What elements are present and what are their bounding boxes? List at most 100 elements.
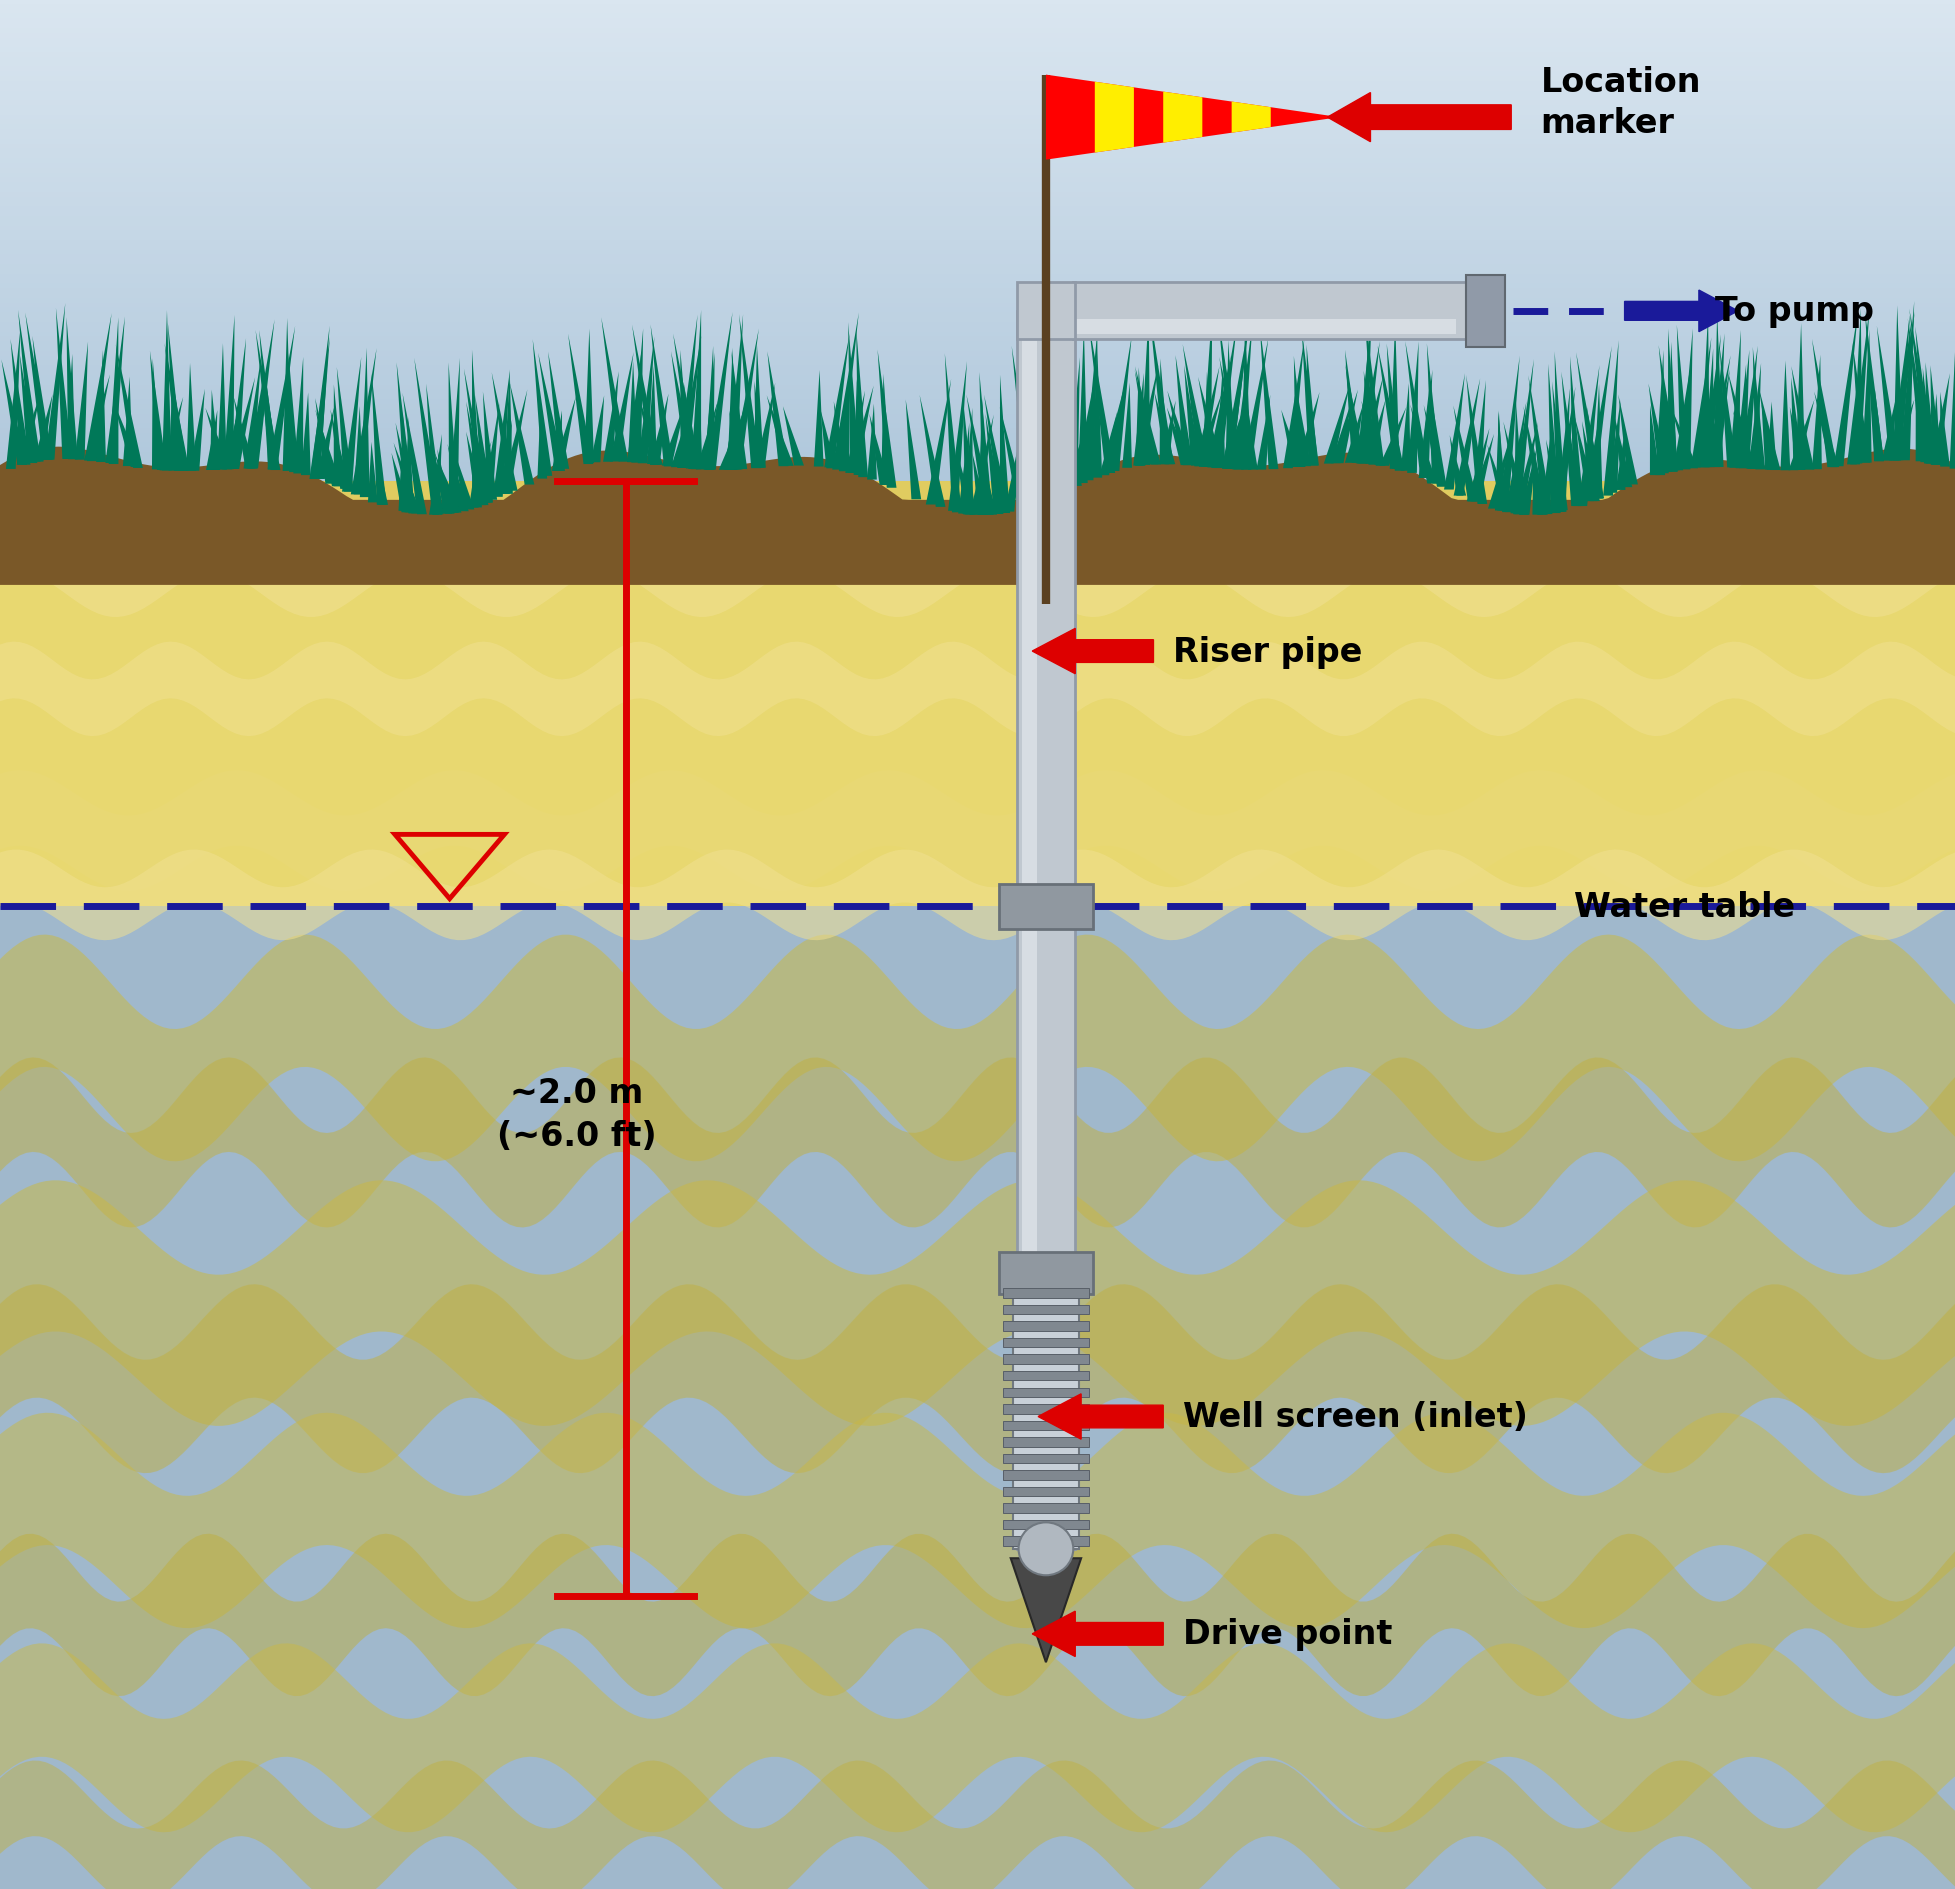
- Polygon shape: [602, 372, 618, 463]
- Polygon shape: [1005, 421, 1022, 512]
- Polygon shape: [1691, 338, 1711, 468]
- Polygon shape: [978, 399, 987, 516]
- Polygon shape: [1949, 310, 1955, 468]
- Polygon shape: [1089, 321, 1114, 474]
- Polygon shape: [1455, 380, 1480, 497]
- Polygon shape: [0, 1285, 1955, 1473]
- Polygon shape: [1408, 342, 1419, 474]
- Polygon shape: [1208, 357, 1232, 468]
- Polygon shape: [205, 410, 217, 470]
- Polygon shape: [256, 331, 280, 470]
- Polygon shape: [248, 321, 274, 468]
- Text: ~2.0 m
(~6.0 ft): ~2.0 m (~6.0 ft): [497, 1077, 657, 1152]
- Polygon shape: [1167, 408, 1191, 467]
- Polygon shape: [999, 376, 1009, 514]
- Polygon shape: [430, 446, 456, 514]
- Bar: [1003, 1438, 1089, 1447]
- Polygon shape: [1294, 357, 1306, 468]
- Polygon shape: [972, 453, 987, 516]
- Polygon shape: [467, 442, 491, 508]
- Polygon shape: [532, 340, 551, 476]
- Polygon shape: [678, 336, 702, 468]
- Polygon shape: [10, 340, 31, 465]
- Polygon shape: [1740, 348, 1758, 468]
- Polygon shape: [729, 412, 743, 470]
- Polygon shape: [1748, 365, 1761, 470]
- Text: Water table: Water table: [1574, 890, 1795, 924]
- Polygon shape: [395, 423, 418, 514]
- Polygon shape: [1701, 334, 1720, 468]
- Polygon shape: [983, 395, 1011, 514]
- Polygon shape: [0, 850, 1955, 941]
- Polygon shape: [1736, 351, 1750, 468]
- Polygon shape: [1419, 383, 1429, 478]
- Polygon shape: [1795, 323, 1804, 470]
- Polygon shape: [1498, 412, 1507, 512]
- Polygon shape: [1890, 317, 1912, 461]
- Polygon shape: [452, 446, 475, 510]
- Polygon shape: [1658, 346, 1679, 470]
- Polygon shape: [229, 378, 254, 470]
- Polygon shape: [330, 410, 350, 489]
- Polygon shape: [500, 391, 528, 495]
- Polygon shape: [1812, 355, 1822, 470]
- Bar: [1003, 1388, 1089, 1398]
- Polygon shape: [1189, 400, 1214, 468]
- Text: To pump: To pump: [1715, 295, 1873, 329]
- Polygon shape: [1140, 312, 1150, 467]
- Polygon shape: [1548, 365, 1560, 514]
- Polygon shape: [16, 395, 41, 465]
- Polygon shape: [610, 353, 633, 463]
- Polygon shape: [289, 355, 299, 472]
- Polygon shape: [0, 771, 1955, 892]
- Polygon shape: [336, 368, 354, 493]
- Polygon shape: [1791, 378, 1803, 470]
- Polygon shape: [448, 359, 459, 514]
- Polygon shape: [405, 417, 414, 514]
- Polygon shape: [1890, 312, 1914, 461]
- Polygon shape: [6, 329, 20, 470]
- Polygon shape: [1226, 366, 1239, 470]
- Polygon shape: [1656, 351, 1666, 476]
- Polygon shape: [1281, 410, 1302, 468]
- Polygon shape: [1513, 423, 1539, 516]
- Polygon shape: [628, 363, 637, 463]
- Polygon shape: [1365, 312, 1384, 465]
- Polygon shape: [958, 423, 970, 514]
- Polygon shape: [1711, 383, 1722, 468]
- Polygon shape: [1728, 372, 1756, 468]
- Polygon shape: [1159, 359, 1169, 465]
- Polygon shape: [1900, 302, 1914, 461]
- Polygon shape: [483, 404, 499, 502]
- Polygon shape: [1584, 348, 1611, 502]
- Polygon shape: [1466, 376, 1488, 504]
- Bar: [1003, 1421, 1089, 1430]
- Bar: [1003, 1305, 1089, 1315]
- Polygon shape: [1011, 346, 1036, 506]
- Polygon shape: [1529, 376, 1552, 516]
- Polygon shape: [985, 416, 1003, 514]
- Bar: [1003, 1521, 1089, 1530]
- Polygon shape: [547, 353, 569, 470]
- Polygon shape: [354, 406, 364, 495]
- Polygon shape: [1498, 357, 1519, 512]
- Polygon shape: [1345, 402, 1365, 463]
- Polygon shape: [637, 338, 655, 465]
- Polygon shape: [856, 329, 868, 478]
- Polygon shape: [1390, 319, 1400, 470]
- Polygon shape: [878, 349, 897, 489]
- Polygon shape: [18, 310, 41, 463]
- Polygon shape: [719, 412, 743, 470]
- Polygon shape: [1812, 340, 1838, 468]
- Polygon shape: [1357, 312, 1372, 465]
- Polygon shape: [1083, 327, 1099, 482]
- Polygon shape: [152, 359, 162, 470]
- Polygon shape: [1427, 344, 1443, 484]
- Polygon shape: [602, 317, 628, 463]
- Polygon shape: [113, 400, 141, 468]
- Polygon shape: [162, 312, 172, 470]
- Polygon shape: [350, 349, 377, 495]
- Polygon shape: [84, 314, 111, 461]
- Polygon shape: [1505, 402, 1527, 512]
- Polygon shape: [397, 363, 414, 514]
